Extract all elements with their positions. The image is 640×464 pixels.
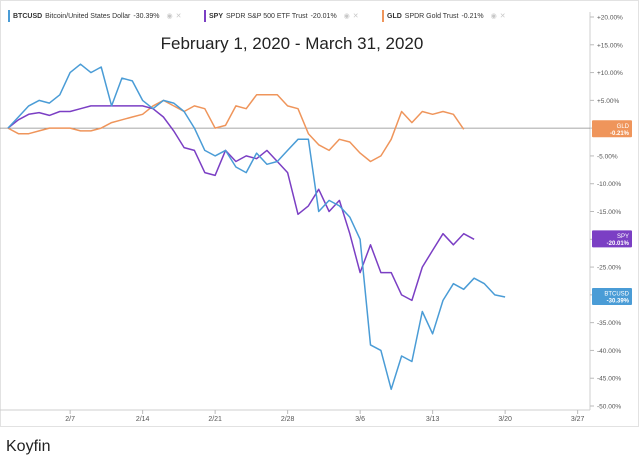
close-icon[interactable]: ✕ — [499, 13, 506, 20]
x-tick-label: 2/28 — [281, 416, 295, 423]
legend-swatch-btcusd — [8, 10, 10, 22]
x-tick-label: 3/13 — [426, 416, 440, 423]
end-tag-btcusd — [592, 288, 632, 306]
end-tag-symbol-spy: SPY — [617, 234, 629, 240]
chart-border — [0, 0, 639, 427]
y-tick-label: +5.00% — [597, 98, 619, 105]
y-tick-label: -45.00% — [597, 376, 621, 383]
end-tag-symbol-gld: GLD — [617, 124, 630, 130]
chart-title: February 1, 2020 - March 31, 2020 — [161, 34, 424, 53]
x-tick-label: 3/20 — [498, 416, 512, 423]
y-tick-label: +10.00% — [597, 70, 623, 77]
x-tick-label: 3/27 — [571, 416, 585, 423]
series-line-gld — [7, 94, 465, 163]
line-chart: +20.00%+15.00%+10.00%+5.00%0.00%-5.00%-1… — [0, 0, 639, 427]
y-tick-label: +15.00% — [597, 42, 623, 49]
end-tag-gld — [592, 120, 632, 138]
close-icon[interactable]: ✕ — [352, 13, 359, 20]
chart-frame: +20.00%+15.00%+10.00%+5.00%0.00%-5.00%-1… — [0, 0, 639, 427]
y-tick-label: -40.00% — [597, 348, 621, 355]
legend-swatch-gld — [382, 10, 384, 22]
y-tick-label: -25.00% — [597, 265, 621, 272]
legend-change-gld: -0.21% — [461, 12, 484, 20]
legend-item-gld[interactable]: GLD SPDR Gold Trust -0.21% ◉ ✕ — [382, 9, 506, 23]
y-tick-label: -35.00% — [597, 320, 621, 327]
legend-symbol-btcusd: BTCUSD — [13, 12, 43, 20]
y-tick-label: -50.00% — [597, 404, 621, 411]
eye-icon[interactable]: ◉ — [343, 13, 350, 20]
x-tick-label: 2/21 — [208, 416, 222, 423]
series-line-btcusd — [7, 63, 506, 391]
end-tag-symbol-btcusd: BTCUSD — [604, 292, 629, 298]
x-tick-label: 3/6 — [355, 416, 365, 423]
y-tick-label: -15.00% — [597, 209, 621, 216]
series-line-spy — [7, 105, 475, 302]
y-tick-label: -5.00% — [597, 153, 618, 160]
legend-symbol-gld: GLD — [387, 12, 402, 20]
end-tag-value-spy: -20.01% — [607, 241, 630, 247]
legend-item-btcusd[interactable]: BTCUSD Bitcoin/United States Dollar -30.… — [8, 9, 181, 23]
eye-icon[interactable]: ◉ — [490, 13, 497, 20]
legend-swatch-spy — [204, 10, 206, 22]
eye-icon[interactable]: ◉ — [166, 13, 173, 20]
x-tick-label: 2/14 — [136, 416, 150, 423]
y-tick-label: +20.00% — [597, 15, 623, 22]
end-tag-value-btcusd: -30.39% — [607, 299, 630, 305]
x-tick-label: 2/7 — [65, 416, 75, 423]
legend-name-gld: SPDR Gold Trust — [404, 12, 459, 20]
close-icon[interactable]: ✕ — [175, 13, 182, 20]
y-tick-label: -10.00% — [597, 181, 621, 188]
legend-item-spy[interactable]: SPY SPDR S&P 500 ETF Trust -20.01% ◉ ✕ — [204, 9, 359, 23]
legend-name-btcusd: Bitcoin/United States Dollar — [45, 12, 131, 20]
legend-name-spy: SPDR S&P 500 ETF Trust — [226, 12, 308, 20]
end-tag-spy — [592, 230, 632, 248]
legend-change-btcusd: -30.39% — [133, 12, 160, 20]
legend-change-spy: -20.01% — [310, 12, 337, 20]
legend-symbol-spy: SPY — [209, 12, 224, 20]
caption-source: Koyfin — [6, 438, 51, 455]
end-tag-value-gld: -0.21% — [610, 131, 630, 137]
